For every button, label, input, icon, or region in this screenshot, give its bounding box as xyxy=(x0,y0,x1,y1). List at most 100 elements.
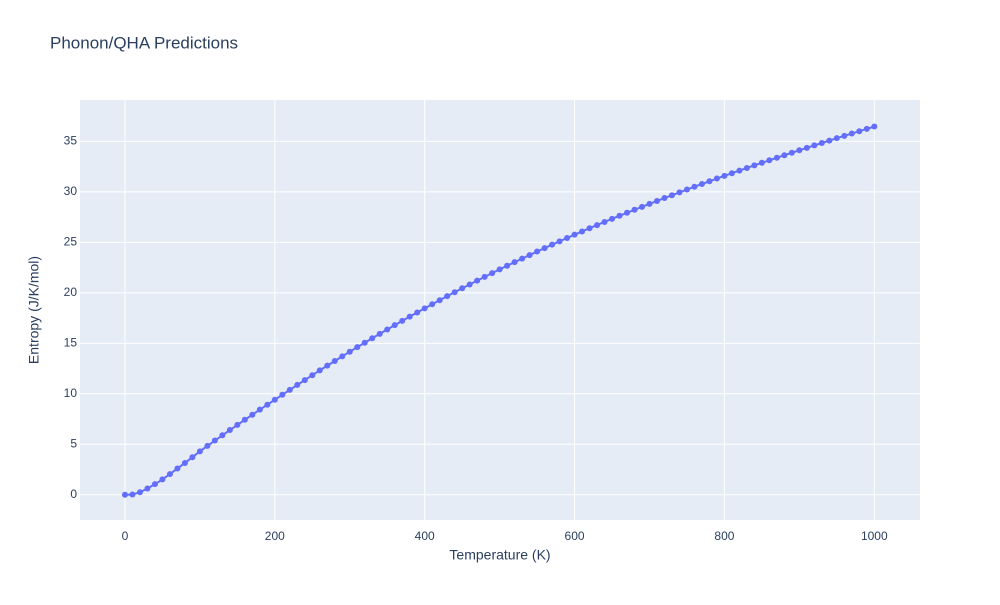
data-point xyxy=(833,135,840,142)
data-point xyxy=(211,437,218,444)
data-point xyxy=(743,164,750,171)
data-point xyxy=(181,459,188,466)
data-point xyxy=(384,326,391,333)
data-point xyxy=(166,471,173,478)
data-point xyxy=(249,411,256,418)
y-tick-label: 35 xyxy=(64,134,78,148)
data-point xyxy=(826,137,833,144)
data-point xyxy=(504,262,511,269)
data-point xyxy=(294,381,301,388)
data-point xyxy=(264,401,271,408)
data-point xyxy=(803,144,810,151)
data-point xyxy=(481,273,488,280)
y-tick-label: 30 xyxy=(64,184,78,198)
data-point xyxy=(579,228,586,235)
x-tick-label: 400 xyxy=(415,529,435,543)
data-point xyxy=(279,391,286,398)
data-point xyxy=(691,183,698,190)
data-point xyxy=(796,147,803,154)
data-point xyxy=(773,154,780,161)
data-point xyxy=(331,357,338,364)
data-point xyxy=(549,241,556,248)
data-point xyxy=(638,203,645,210)
data-point xyxy=(219,432,226,439)
data-point xyxy=(676,189,683,196)
data-point xyxy=(489,270,496,277)
data-point xyxy=(848,130,855,137)
data-point xyxy=(309,372,316,379)
data-point xyxy=(721,172,728,179)
data-point xyxy=(474,277,481,284)
data-point xyxy=(526,252,533,259)
data-point xyxy=(653,197,660,204)
data-point xyxy=(646,200,653,207)
data-point xyxy=(766,157,773,164)
data-point xyxy=(564,235,571,242)
data-point xyxy=(751,162,758,169)
data-point xyxy=(226,427,233,434)
data-point xyxy=(189,454,196,461)
data-point xyxy=(534,248,541,255)
y-tick-label: 0 xyxy=(70,487,77,501)
data-point xyxy=(594,222,601,229)
data-point xyxy=(301,377,308,384)
data-point xyxy=(436,297,443,304)
data-point xyxy=(234,421,241,428)
data-point xyxy=(361,339,368,346)
data-point xyxy=(286,386,293,393)
data-point xyxy=(818,140,825,147)
data-point xyxy=(369,335,376,342)
data-point xyxy=(841,132,848,139)
data-point xyxy=(339,353,346,360)
data-point xyxy=(174,465,181,472)
data-point xyxy=(713,175,720,182)
y-tick-label: 5 xyxy=(70,436,77,450)
y-tick-label: 10 xyxy=(64,386,78,400)
chart-title: Phonon/QHA Predictions xyxy=(50,33,238,52)
y-tick-label: 15 xyxy=(64,335,78,349)
x-tick-label: 800 xyxy=(714,529,734,543)
data-point xyxy=(391,322,398,329)
data-point xyxy=(758,159,765,166)
data-point xyxy=(121,491,128,498)
data-point xyxy=(601,218,608,225)
data-point xyxy=(459,285,466,292)
data-point xyxy=(324,362,331,369)
x-tick-label: 200 xyxy=(265,529,285,543)
data-point xyxy=(571,231,578,238)
data-point xyxy=(151,481,158,488)
data-point xyxy=(496,266,503,273)
data-point xyxy=(129,491,136,498)
data-point xyxy=(541,245,548,252)
x-axis-title: Temperature (K) xyxy=(449,547,550,563)
x-tick-label: 600 xyxy=(565,529,585,543)
data-point xyxy=(683,186,690,193)
data-point xyxy=(271,396,278,403)
data-point xyxy=(661,195,668,202)
data-point xyxy=(466,281,473,288)
data-point xyxy=(871,123,878,130)
data-point xyxy=(624,209,631,216)
data-point xyxy=(451,289,458,296)
data-point xyxy=(616,212,623,219)
data-point xyxy=(863,125,870,132)
data-point xyxy=(204,442,211,449)
data-point xyxy=(631,206,638,213)
data-point xyxy=(811,142,818,149)
data-point xyxy=(354,344,361,351)
y-tick-label: 25 xyxy=(64,235,78,249)
data-point xyxy=(444,293,451,300)
data-point xyxy=(159,476,166,483)
data-point xyxy=(399,317,406,324)
data-point xyxy=(788,149,795,156)
data-point xyxy=(144,485,151,492)
x-tick-label: 1000 xyxy=(861,529,888,543)
data-point xyxy=(519,255,526,262)
y-axis-title: Entropy (J/K/mol) xyxy=(26,256,42,364)
data-point xyxy=(316,367,323,374)
data-point xyxy=(609,215,616,222)
data-point xyxy=(668,192,675,199)
y-tick-label: 20 xyxy=(64,285,78,299)
data-point xyxy=(856,128,863,135)
